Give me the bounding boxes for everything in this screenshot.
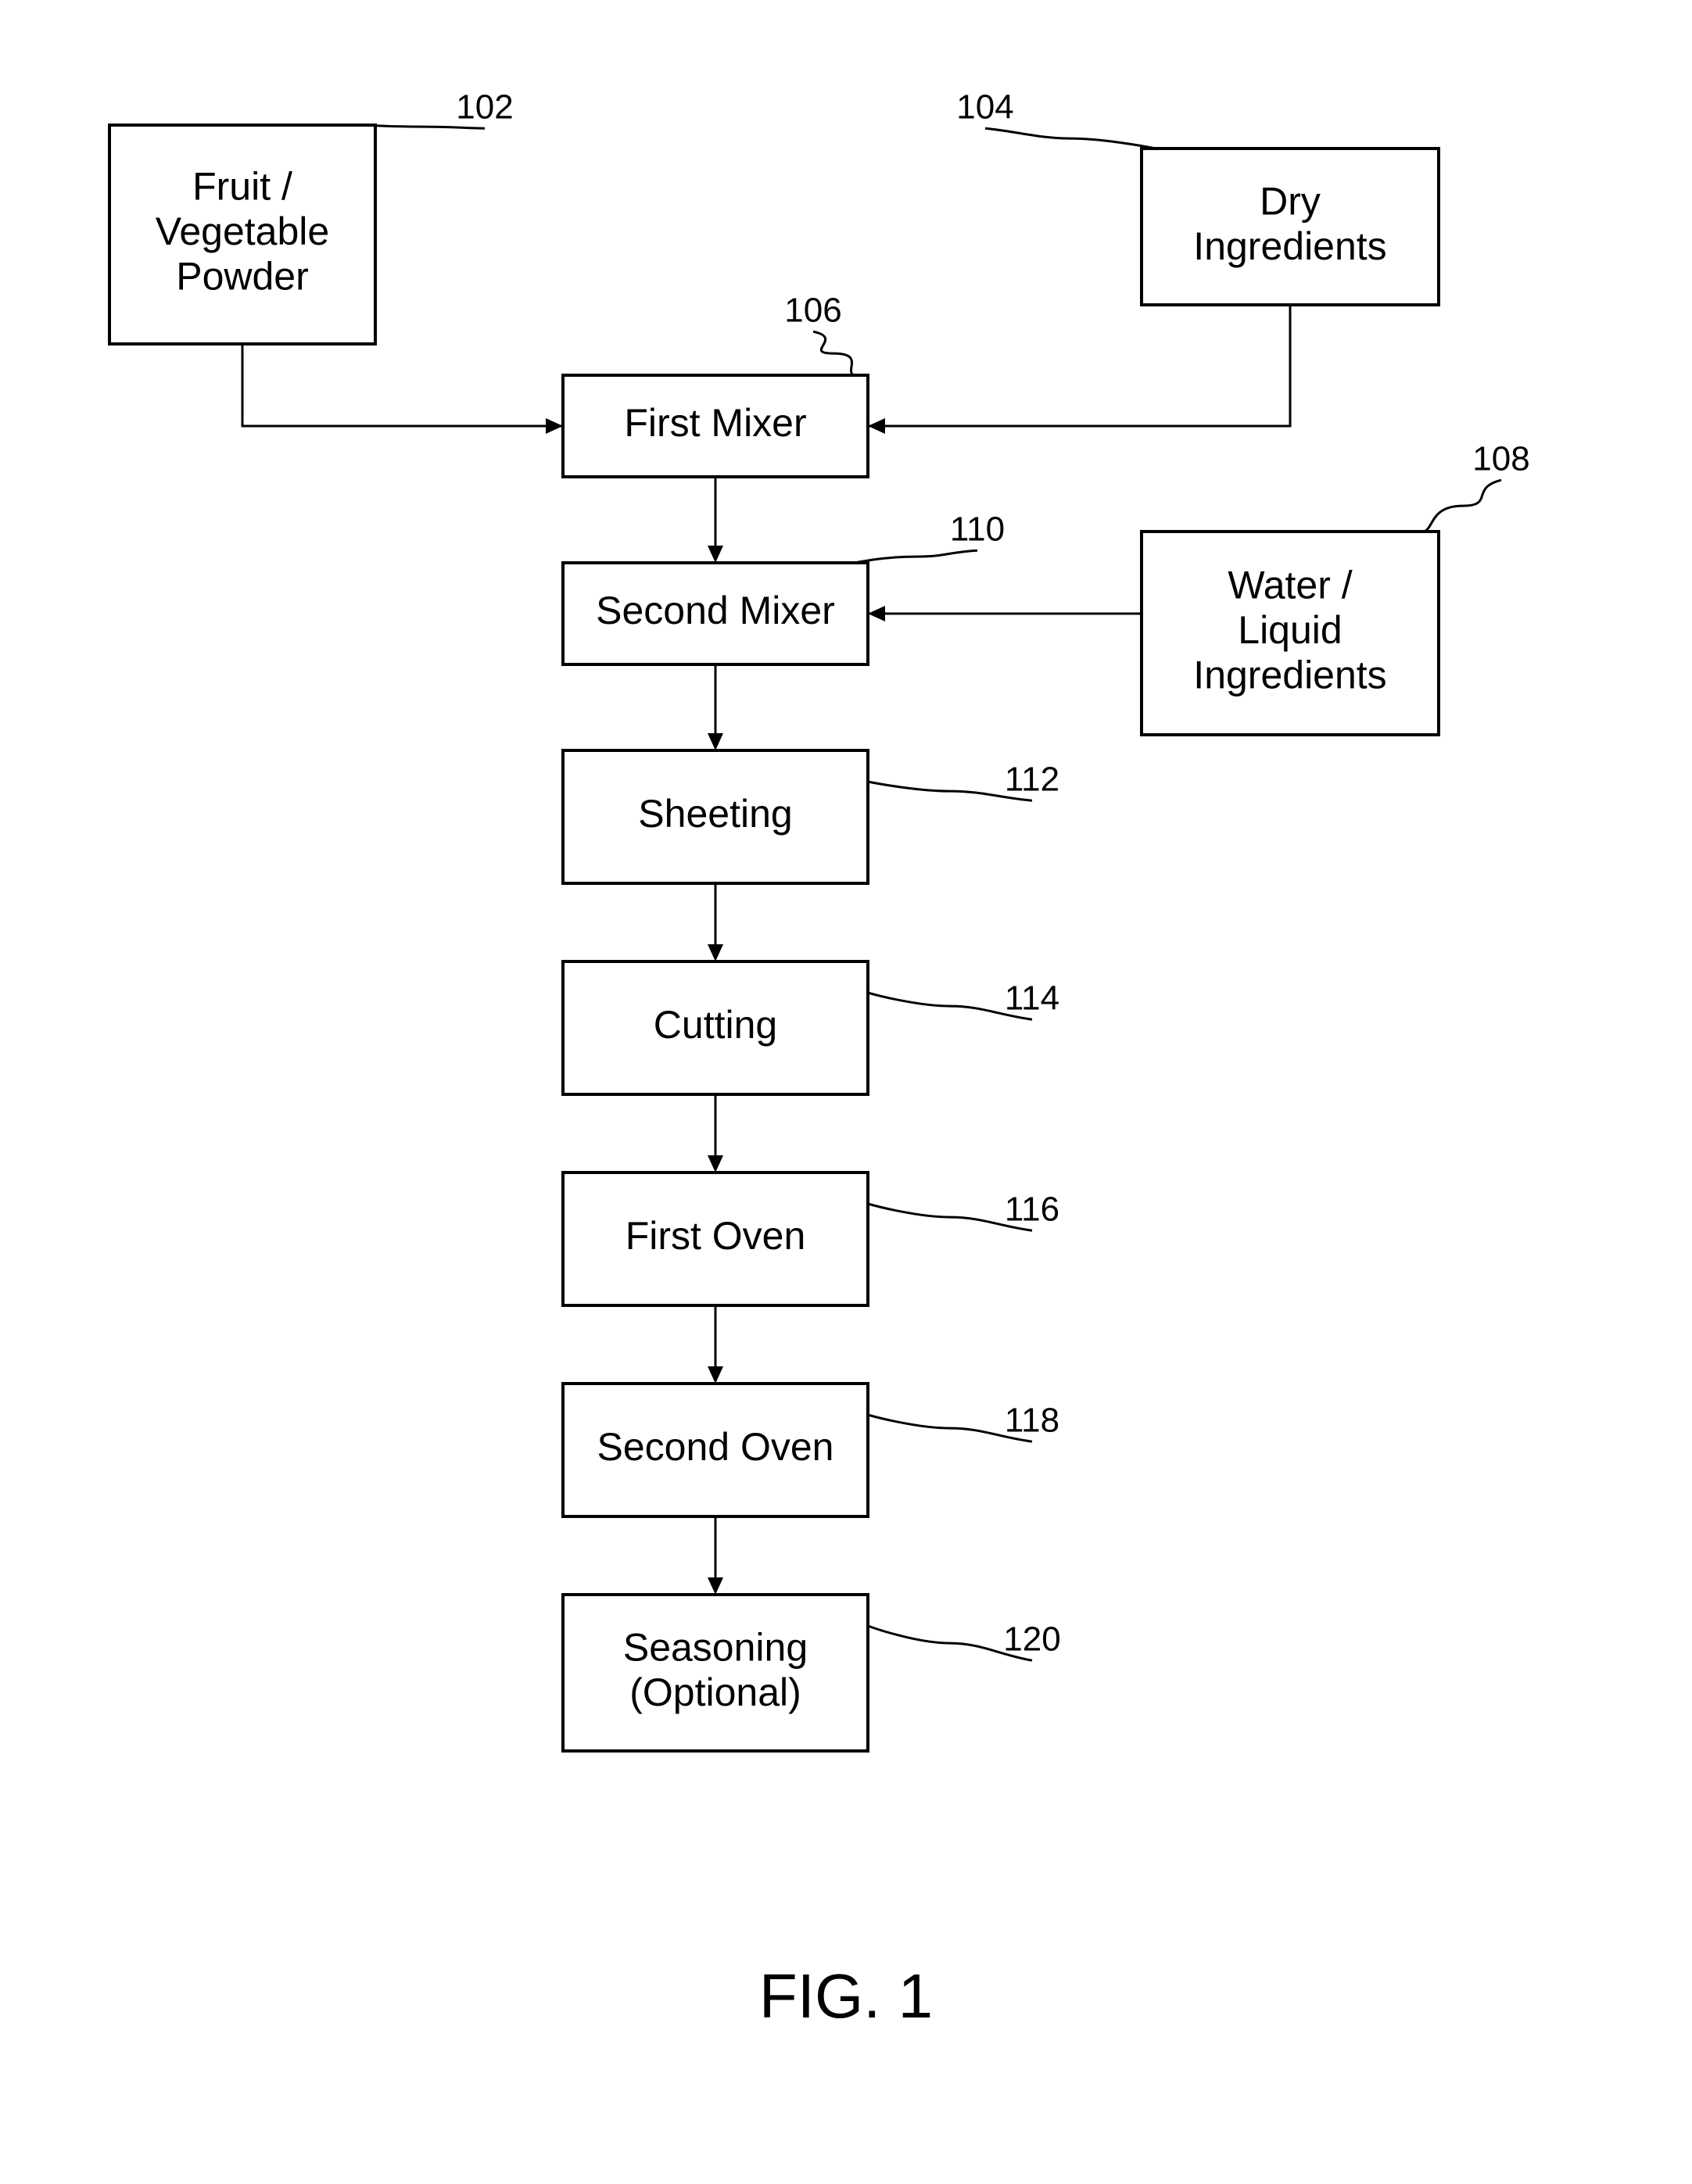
arrowhead-icon	[546, 418, 563, 434]
arrowhead-icon	[708, 1366, 723, 1384]
ref-number: 116	[1005, 1190, 1059, 1229]
flow-node-label: Ingredients	[1193, 224, 1386, 268]
arrowhead-icon	[868, 418, 885, 434]
ref-number: 118	[1005, 1402, 1059, 1440]
flow-node-label: First Oven	[626, 1214, 806, 1258]
flow-node-label: (Optional)	[629, 1670, 801, 1714]
flow-node-label: Vegetable	[156, 209, 329, 253]
figure-caption: FIG. 1	[759, 1961, 933, 2031]
flow-node-label: First Mixer	[624, 401, 806, 445]
flow-node-label: Seasoning	[623, 1625, 808, 1669]
flow-node-label: Dry	[1260, 179, 1321, 223]
ref-leader	[985, 128, 1156, 149]
ref-number: 112	[1005, 761, 1059, 799]
ref-number: 102	[456, 88, 513, 127]
flow-node-label: Powder	[176, 255, 309, 299]
ref-leader	[854, 550, 977, 563]
flow-edge	[868, 305, 1290, 426]
arrowhead-icon	[708, 1155, 723, 1173]
flow-node-label: Water /	[1228, 564, 1352, 607]
ref-number: 106	[784, 292, 841, 330]
arrowhead-icon	[708, 546, 723, 563]
arrowhead-icon	[868, 606, 885, 621]
ref-number: 108	[1472, 440, 1529, 478]
flow-node-label: Liquid	[1238, 608, 1342, 652]
ref-number: 110	[950, 510, 1005, 549]
flow-node-label: Ingredients	[1193, 653, 1386, 697]
arrowhead-icon	[708, 1577, 723, 1595]
flow-edge	[868, 614, 1142, 633]
arrowhead-icon	[708, 944, 723, 961]
ref-leader	[1425, 480, 1501, 532]
ref-number: 104	[956, 88, 1013, 127]
flowchart-figure: Fruit /VegetablePowderDryIngredientsFirs…	[0, 0, 1692, 2184]
flow-node-label: Second Oven	[597, 1425, 834, 1469]
ref-number: 120	[1003, 1620, 1060, 1659]
flow-node-label: Sheeting	[638, 792, 792, 836]
ref-number: 114	[1005, 979, 1059, 1018]
flow-node-label: Second Mixer	[596, 589, 835, 632]
flow-node-label: Fruit /	[192, 165, 292, 209]
flow-edge	[242, 344, 563, 426]
ref-leader	[813, 331, 854, 375]
flow-node-label: Cutting	[654, 1003, 777, 1047]
arrowhead-icon	[708, 733, 723, 750]
